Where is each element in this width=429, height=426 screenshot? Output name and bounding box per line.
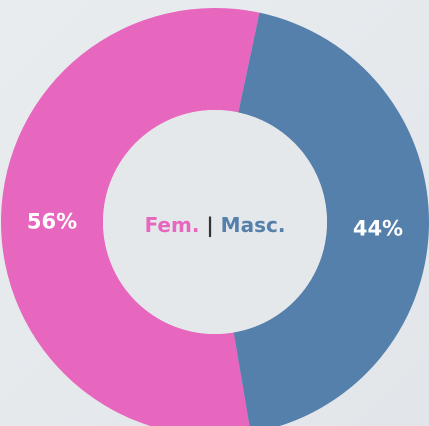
- center-category: Fem.: [145, 213, 200, 237]
- donut-slice: [1, 8, 260, 426]
- center-label: Fem. | Masc.: [145, 213, 286, 237]
- center-separator: |: [206, 213, 213, 237]
- value-label: 44%: [353, 216, 403, 240]
- donut-slice: [233, 12, 429, 426]
- value-label: 56%: [27, 210, 77, 234]
- center-category: Masc.: [221, 213, 286, 237]
- donut-hole: [103, 110, 327, 334]
